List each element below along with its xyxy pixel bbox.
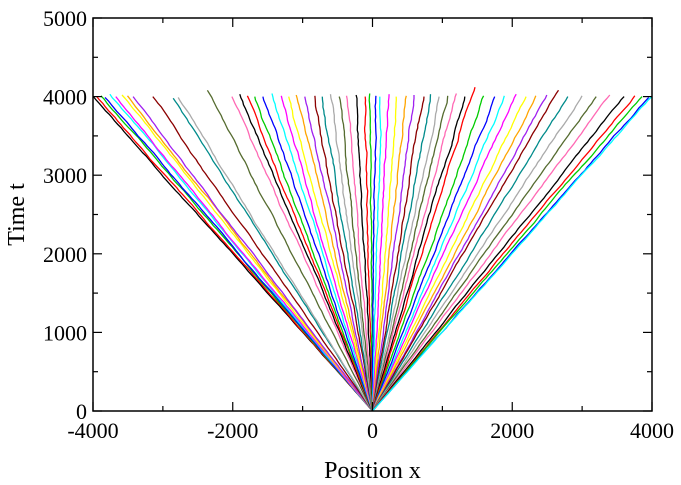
trajectory-line [104,96,373,412]
trajectory-line [371,95,415,412]
trajectory-line [231,96,374,412]
trajectory-line [239,94,374,412]
trajectory-line [371,96,397,412]
trajectory-line [371,95,485,412]
trajectory-line [295,94,374,412]
x-tick-label: -4000 [67,418,118,443]
trajectory-line [121,94,374,412]
trajectory-line [355,94,374,412]
trajectory-line [371,96,597,412]
x-axis-label: Position x [324,458,421,484]
trajectory-line [206,89,374,412]
y-tick-label: 4000 [43,85,87,110]
trajectory-line [371,95,407,412]
trajectory-line [371,95,505,412]
trajectory-line [280,95,374,412]
y-tick-label: 5000 [43,6,87,31]
tick-label-layer: -4000 -2000 0 2000 4000 0 1000 2000 3000 4000 5000 [43,6,674,443]
trajectory-line [371,93,458,412]
y-tick-label: 1000 [43,320,87,345]
trajectory-line [371,95,449,412]
y-axis-label: Time t [4,183,30,246]
trajectory-layer [92,87,653,412]
trajectory-line [371,96,569,412]
trajectory-line [371,95,537,412]
trajectory-line [177,97,374,412]
trajectory-line [363,96,374,411]
trajectory-line [371,94,432,412]
trajectory-line [254,96,374,412]
trajectory-line [152,96,374,412]
trajectory-line [371,94,611,412]
trajectory-line [371,96,496,412]
trajectory-line [371,96,382,412]
trajectory-line [371,96,466,412]
x-tick-label: 4000 [630,418,674,443]
trajectory-line [371,96,527,412]
x-tick-label: 2000 [490,418,534,443]
y-tick-label: 2000 [43,242,87,267]
trajectory-line [288,96,374,412]
trajectory-line [172,97,374,412]
trajectory-line [321,96,374,412]
trajectory-line [262,96,374,412]
trajectory-line [338,96,374,412]
x-tick-label: -2000 [207,418,258,443]
trajectory-line [132,96,374,412]
trajectory-line [371,96,425,412]
trajectory-line [372,96,653,412]
trajectory-line [371,96,625,412]
trajectory-line [371,94,548,412]
trajectory-line [371,89,560,412]
trajectory-line [345,95,374,412]
trajectory-line [371,95,636,412]
trajectory-line [371,96,440,412]
x-tick-label: 0 [367,418,378,443]
trajectory-line [371,93,517,412]
trajectory-line [372,96,643,412]
trajectory-line [329,94,374,412]
trajectory-line [314,95,374,412]
tick-layer [92,17,653,412]
trajectory-line [304,96,374,412]
trajectory-line [371,95,377,412]
y-tick-label: 0 [76,399,87,424]
trajectory-line [115,96,374,412]
trajectory-line [371,95,583,412]
trajectory-line [271,93,374,412]
trajectory-line [246,95,374,412]
trajectory-line [371,87,476,412]
trajectory-line [371,94,390,412]
y-tick-label: 3000 [43,163,87,188]
